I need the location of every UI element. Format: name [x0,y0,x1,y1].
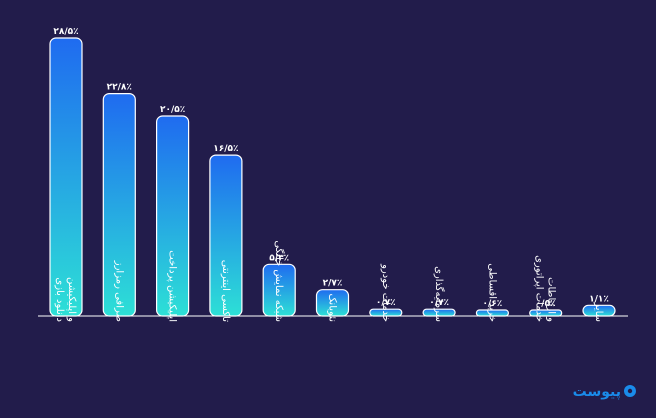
value-label-2: ۲۰/۵٪ [160,105,185,115]
category-label-8-0: خرید اقساطی [486,263,497,322]
value-label-4: ۵/۳٪ [269,253,289,263]
category-label-4-0: شبکه نمایش خانگی [273,240,285,322]
value-labels-group: ۲۸/۵٪ ۲۲/۸٪ ۲۰/۵٪ ۱۶/۵٪ ۵/۳٪ ۲/۷٪ ۰/۷٪ ۰/۷٪ ۰/۶٪… [53,27,609,309]
category-labels-group: دانلود بازی و اپلیکیشن صرافی رمزارز اپلیکیش… [54,240,604,322]
bars-group [49,37,616,317]
category-label-7-0: سرمایه‌گذاری [433,266,445,322]
category-label-1-0: صرافی رمزارز [113,260,124,322]
value-label-1: ۲۲/۸٪ [107,83,132,93]
category-label-6-0: خدمات خودرو [380,263,391,322]
category-label-10-0: سایر [593,301,604,322]
category-label-2-0: اپلیکیشن پرداخت [167,250,178,322]
value-label-0: ۲۸/۵٪ [53,27,78,37]
value-label-3: ۱۶/۵٪ [213,144,238,154]
category-label-3-0: تاکسی اینترنتی [220,260,231,322]
value-label-7: ۰/۷٪ [429,298,449,308]
value-label-5: ۲/۷٪ [323,279,343,289]
value-label-6: ۰/۷٪ [376,298,396,308]
category-label-0-1: و اپلیکیشن [66,277,77,322]
category-label-5-0: نئوبانک [327,293,338,322]
category-label-9-0: خدمات اپراتوری [534,255,545,322]
category-label-0-0: دانلود بازی [54,277,65,322]
value-label-10: ۱/۱٪ [589,294,609,304]
bar-0 [49,37,83,317]
value-label-8: ۰/۶٪ [483,299,503,309]
category-label-9-1: و ارتباطات [546,277,557,322]
brand-logo-text: پیوست [573,384,621,400]
value-label-9: ۰/۵٪ [536,299,556,309]
brand-logo-icon-dot [627,388,633,394]
brand-logo: پیوست [573,384,636,400]
